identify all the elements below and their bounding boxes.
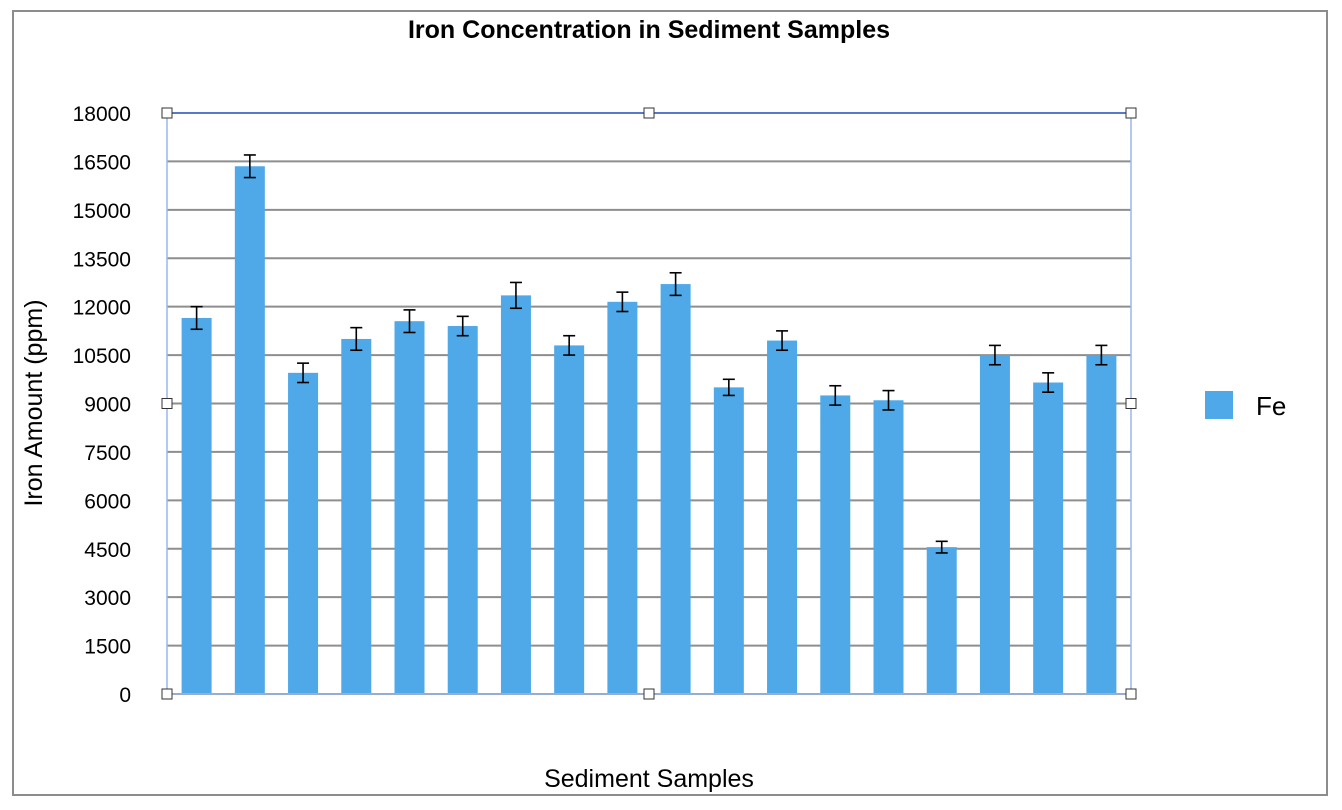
bar [979,355,1010,694]
bar [660,284,691,694]
y-tick-label: 13500 [73,248,131,271]
y-tick-label: 0 [119,684,131,707]
y-tick-label: 1500 [84,636,131,659]
y-tick-label: 16500 [73,151,131,174]
y-tick-label: 9000 [84,394,131,417]
y-tick-label: 6000 [84,490,131,513]
bar [554,345,585,694]
bar [767,340,798,694]
resize-handle[interactable] [1125,398,1137,409]
bars [181,166,1117,695]
bar [500,295,531,694]
y-tick-label: 12000 [73,297,131,320]
y-tick-label: 3000 [84,587,131,610]
bar [873,400,904,694]
bar [181,317,212,694]
legend: Fe [1205,391,1286,421]
bar [607,301,638,694]
bar [926,547,957,694]
bar [394,321,425,694]
resize-handle[interactable] [643,688,655,700]
bar [341,338,372,694]
resize-handle[interactable] [1125,688,1137,700]
chart-title: Iron Concentration in Sediment Samples [408,16,890,44]
bar [820,395,851,694]
y-tick-label: 4500 [84,539,131,562]
y-tick-label: 7500 [84,442,131,465]
bar [234,166,265,695]
legend-swatch-fe [1205,391,1233,419]
bar [1086,355,1117,694]
bar [1033,382,1064,694]
bar [447,326,478,694]
resize-handle[interactable] [161,688,173,700]
bar [288,372,319,694]
resize-handle[interactable] [1125,107,1137,119]
y-tick-label: 10500 [73,345,131,368]
resize-handle[interactable] [161,398,173,409]
y-axis-label: Iron Amount (ppm) [20,299,48,506]
bar [713,387,744,694]
error-bars [190,154,1108,554]
y-axis-ticks: 0 1500 3000 4500 6000 7500 9000 10500 12000 13500… [73,103,131,707]
resize-handle[interactable] [161,107,173,119]
resize-handle[interactable] [643,107,655,119]
y-tick-label: 18000 [73,103,131,126]
y-tick-label: 15000 [73,200,131,223]
plot-selection-frame[interactable] [161,107,1137,700]
legend-label-fe: Fe [1256,391,1286,421]
x-axis-label: Sediment Samples [544,765,754,793]
